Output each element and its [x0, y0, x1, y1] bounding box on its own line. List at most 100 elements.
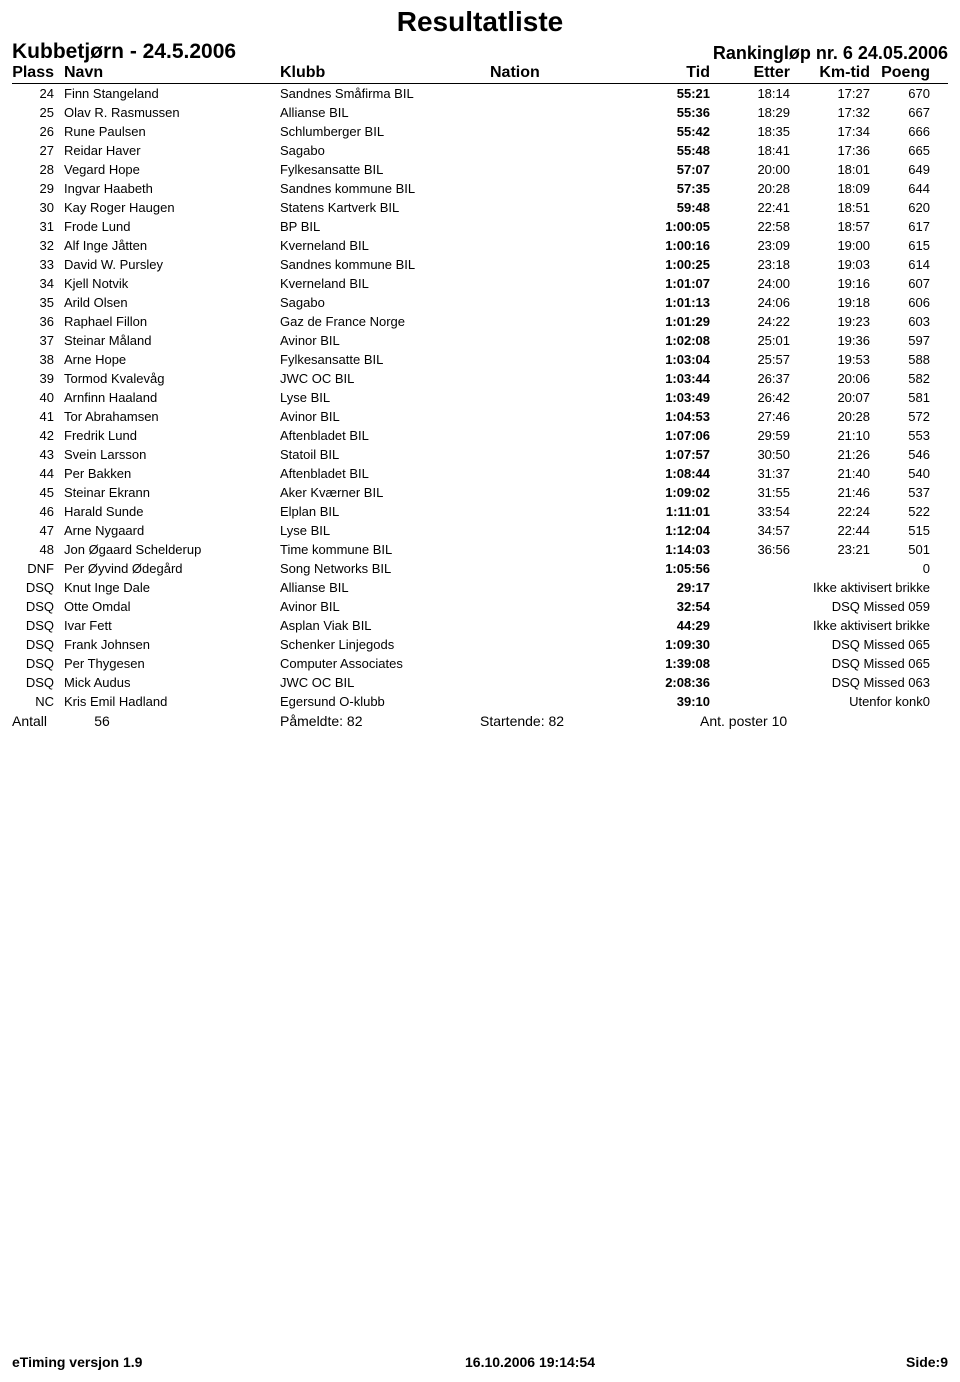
cell-poeng: 588 [870, 350, 930, 369]
cell-navn: Tor Abrahamsen [64, 407, 280, 426]
cell-kmtid: 23:21 [790, 540, 870, 559]
cell-kmtid: 21:40 [790, 464, 870, 483]
cell-kmtid: 22:44 [790, 521, 870, 540]
cell-etter: 23:18 [710, 255, 790, 274]
cell-status: DSQ Missed 063 [710, 673, 930, 692]
cell-tid: 1:39:08 [620, 654, 710, 673]
cell-tid: 1:08:44 [620, 464, 710, 483]
page-title: Resultatliste [0, 0, 960, 38]
cell-plass: 27 [12, 141, 64, 160]
cell-etter: 30:50 [710, 445, 790, 464]
cell-tid: 1:11:01 [620, 502, 710, 521]
cell-tid: 57:35 [620, 179, 710, 198]
cell-nation [490, 502, 620, 521]
cell-navn: Arne Hope [64, 350, 280, 369]
table-row: 25Olav R. RasmussenAllianse BIL55:3618:2… [12, 103, 948, 122]
cell-klubb: Gaz de France Norge [280, 312, 490, 331]
cell-plass: 37 [12, 331, 64, 350]
cell-klubb: Time kommune BIL [280, 540, 490, 559]
cell-navn: Arild Olsen [64, 293, 280, 312]
cell-etter: 18:29 [710, 103, 790, 122]
cell-klubb: JWC OC BIL [280, 369, 490, 388]
table-row: 46Harald SundeElplan BIL1:11:0133:5422:2… [12, 502, 948, 521]
cell-etter: 18:35 [710, 122, 790, 141]
cell-plass: 35 [12, 293, 64, 312]
cell-plass: 44 [12, 464, 64, 483]
cell-nation [490, 255, 620, 274]
cell-status: Utenfor konk0 [710, 692, 930, 711]
cell-plass: 31 [12, 217, 64, 236]
table-row: 48Jon Øgaard SchelderupTime kommune BIL1… [12, 540, 948, 559]
table-row: 30Kay Roger HaugenStatens Kartverk BIL59… [12, 198, 948, 217]
cell-klubb: Asplan Viak BIL [280, 616, 490, 635]
cell-plass: 39 [12, 369, 64, 388]
cell-navn: Tormod Kvalevåg [64, 369, 280, 388]
cell-etter: 31:55 [710, 483, 790, 502]
col-header-klubb: Klubb [280, 64, 490, 82]
cell-nation [490, 236, 620, 255]
table-row: DSQKnut Inge DaleAllianse BIL29:17Ikke a… [12, 578, 948, 597]
cell-nation [490, 103, 620, 122]
cell-kmtid: 19:36 [790, 331, 870, 350]
cell-klubb: Avinor BIL [280, 597, 490, 616]
cell-plass: 38 [12, 350, 64, 369]
cell-klubb: Allianse BIL [280, 578, 490, 597]
cell-poeng: 620 [870, 198, 930, 217]
cell-status: DSQ Missed 059 [710, 597, 930, 616]
table-row: 47Arne NygaardLyse BIL1:12:0434:5722:445… [12, 521, 948, 540]
cell-plass: 36 [12, 312, 64, 331]
cell-etter: 24:22 [710, 312, 790, 331]
cell-kmtid: 22:24 [790, 502, 870, 521]
cell-kmtid: 20:06 [790, 369, 870, 388]
cell-etter: 24:00 [710, 274, 790, 293]
cell-navn: Per Øyvind Ødegård [64, 559, 280, 578]
cell-navn: Mick Audus [64, 673, 280, 692]
cell-tid: 1:01:13 [620, 293, 710, 312]
cell-klubb: Lyse BIL [280, 521, 490, 540]
cell-tid: 1:14:03 [620, 540, 710, 559]
cell-klubb: JWC OC BIL [280, 673, 490, 692]
cell-nation [490, 692, 620, 711]
cell-poeng: 581 [870, 388, 930, 407]
cell-kmtid: 19:00 [790, 236, 870, 255]
cell-kmtid: 19:16 [790, 274, 870, 293]
cell-navn: Per Thygesen [64, 654, 280, 673]
cell-navn: Arne Nygaard [64, 521, 280, 540]
cell-klubb: Sandnes Småfirma BIL [280, 84, 490, 103]
cell-etter: 25:57 [710, 350, 790, 369]
cell-navn: Reidar Haver [64, 141, 280, 160]
cell-tid: 59:48 [620, 198, 710, 217]
cell-nation [490, 673, 620, 692]
cell-nation [490, 388, 620, 407]
cell-nation [490, 559, 620, 578]
cell-plass: 40 [12, 388, 64, 407]
cell-klubb: Statens Kartverk BIL [280, 198, 490, 217]
col-header-plass: Plass [12, 64, 64, 82]
cell-navn: Finn Stangeland [64, 84, 280, 103]
cell-tid: 1:07:57 [620, 445, 710, 464]
table-row: 42Fredrik LundAftenbladet BIL1:07:0629:5… [12, 426, 948, 445]
cell-etter: 31:37 [710, 464, 790, 483]
cell-navn: Raphael Fillon [64, 312, 280, 331]
cell-kmtid: 18:57 [790, 217, 870, 236]
cell-kmtid: 18:09 [790, 179, 870, 198]
table-row: DSQMick AudusJWC OC BIL2:08:36DSQ Missed… [12, 673, 948, 692]
cell-plass: 33 [12, 255, 64, 274]
cell-navn: Knut Inge Dale [64, 578, 280, 597]
cell-poeng: 0 [870, 559, 930, 578]
summary-startende: Startende: 82 [480, 713, 700, 729]
cell-klubb: Sagabo [280, 141, 490, 160]
col-header-nation: Nation [490, 64, 620, 82]
cell-plass: 29 [12, 179, 64, 198]
table-header: Plass Navn Klubb Nation Tid Etter Km-tid… [12, 64, 948, 84]
cell-etter: 20:28 [710, 179, 790, 198]
cell-tid: 29:17 [620, 578, 710, 597]
table-row: DNFPer Øyvind ØdegårdSong Networks BIL1:… [12, 559, 948, 578]
col-header-kmtid: Km-tid [790, 64, 870, 82]
cell-navn: Olav R. Rasmussen [64, 103, 280, 122]
cell-nation [490, 312, 620, 331]
table-row: 36Raphael FillonGaz de France Norge1:01:… [12, 312, 948, 331]
cell-navn: Rune Paulsen [64, 122, 280, 141]
cell-plass: DSQ [12, 673, 64, 692]
summary-antall-label: Antall [12, 713, 72, 729]
